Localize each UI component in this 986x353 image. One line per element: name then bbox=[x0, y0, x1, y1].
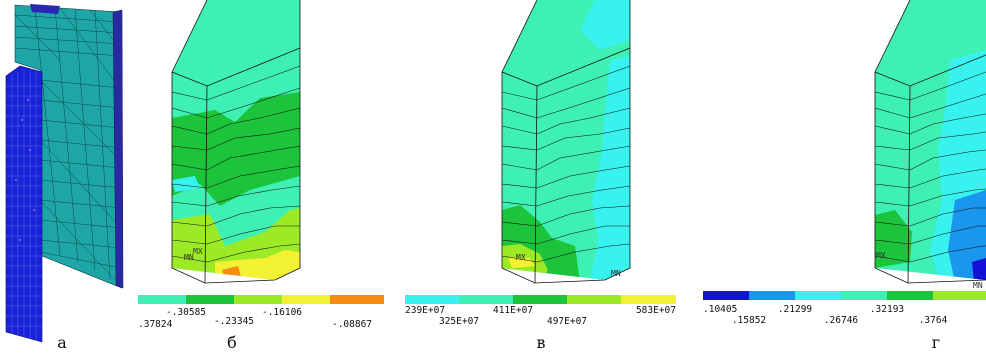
panel-g-legend: .10405 .21299 .32193 .15852 .26746 .3764 bbox=[703, 291, 986, 326]
panel-v-legend-swatch-1 bbox=[405, 295, 459, 304]
panel-g-tick: .26746 bbox=[824, 315, 859, 326]
panel-v-tick: 239E+07 bbox=[405, 305, 445, 316]
panel-g-tick: .10405 bbox=[703, 304, 737, 315]
panel-b-tick: -.08867 bbox=[332, 319, 372, 330]
panel-g-max-marker: MX bbox=[876, 251, 886, 260]
panel-v-tick: 497E+07 bbox=[547, 316, 587, 327]
caption-v: в bbox=[536, 333, 545, 352]
panel-g-legend-swatch-4 bbox=[841, 291, 887, 300]
panel-v-min-marker: MN bbox=[611, 269, 621, 278]
panel-b-legend-swatch-2 bbox=[186, 295, 234, 304]
panel-b-legend-swatch-1 bbox=[138, 295, 186, 304]
panel-b-tick: -.16106 bbox=[262, 307, 302, 318]
caption-g: г bbox=[932, 333, 940, 352]
panel-g-tick: .21299 bbox=[778, 304, 813, 315]
panel-b-max-marker: MX bbox=[193, 247, 203, 256]
panel-b-tick: .37824 bbox=[138, 319, 173, 330]
panel-v-max-marker: MX bbox=[516, 253, 526, 262]
panel-v-legend: 239E+07 411E+07 583E+07 325E+07 497E+07 bbox=[405, 295, 676, 327]
caption-a: а bbox=[57, 333, 67, 352]
panel-a-mesh: а bbox=[5, 4, 124, 352]
panel-v-tick: 411E+07 bbox=[493, 305, 533, 316]
panel-g-legend-swatch-2 bbox=[749, 291, 795, 300]
panel-g-min-marker: MN bbox=[973, 281, 983, 290]
panel-g-legend-swatch-1 bbox=[703, 291, 749, 300]
panel-b-legend: -.30585 -.16106 .37824 -.23345 -.08867 bbox=[138, 295, 384, 330]
panel-b-tick: -.30585 bbox=[166, 307, 206, 318]
panel-v-tick: 583E+07 bbox=[636, 305, 676, 316]
panel-g-legend-swatch-3 bbox=[795, 291, 841, 300]
panel-v-contour: MX MN 239E+07 411E+07 583E+07 325E+07 49… bbox=[405, 0, 676, 352]
panel-b-contour: MN MX -.30585 -.16106 .37824 -.23345 -.0… bbox=[138, 0, 384, 352]
panel-v-legend-swatch-2 bbox=[459, 295, 513, 304]
panel-g-contour: MX MN .10405 .21299 .32193 .15852 .26746… bbox=[703, 0, 986, 352]
panel-g-tick: .3764 bbox=[919, 315, 948, 326]
panel-v-legend-swatch-5 bbox=[621, 295, 676, 304]
panel-v-tick: 325E+07 bbox=[439, 316, 479, 327]
panel-v-legend-swatch-3 bbox=[513, 295, 567, 304]
panel-v-legend-swatch-4 bbox=[567, 295, 621, 304]
panel-g-legend-swatch-6 bbox=[933, 291, 986, 300]
panel-g-tick: .15852 bbox=[732, 315, 766, 326]
panel-b-legend-swatch-3 bbox=[234, 295, 282, 304]
panel-g-legend-swatch-5 bbox=[887, 291, 933, 300]
panel-b-tick: -.23345 bbox=[214, 316, 254, 327]
panel-b-min-marker: MN bbox=[184, 253, 194, 262]
panel-g-tick: .32193 bbox=[870, 304, 904, 315]
caption-b: б bbox=[227, 333, 237, 352]
panel-b-legend-swatch-5 bbox=[330, 295, 384, 304]
panel-b-legend-swatch-4 bbox=[282, 295, 330, 304]
